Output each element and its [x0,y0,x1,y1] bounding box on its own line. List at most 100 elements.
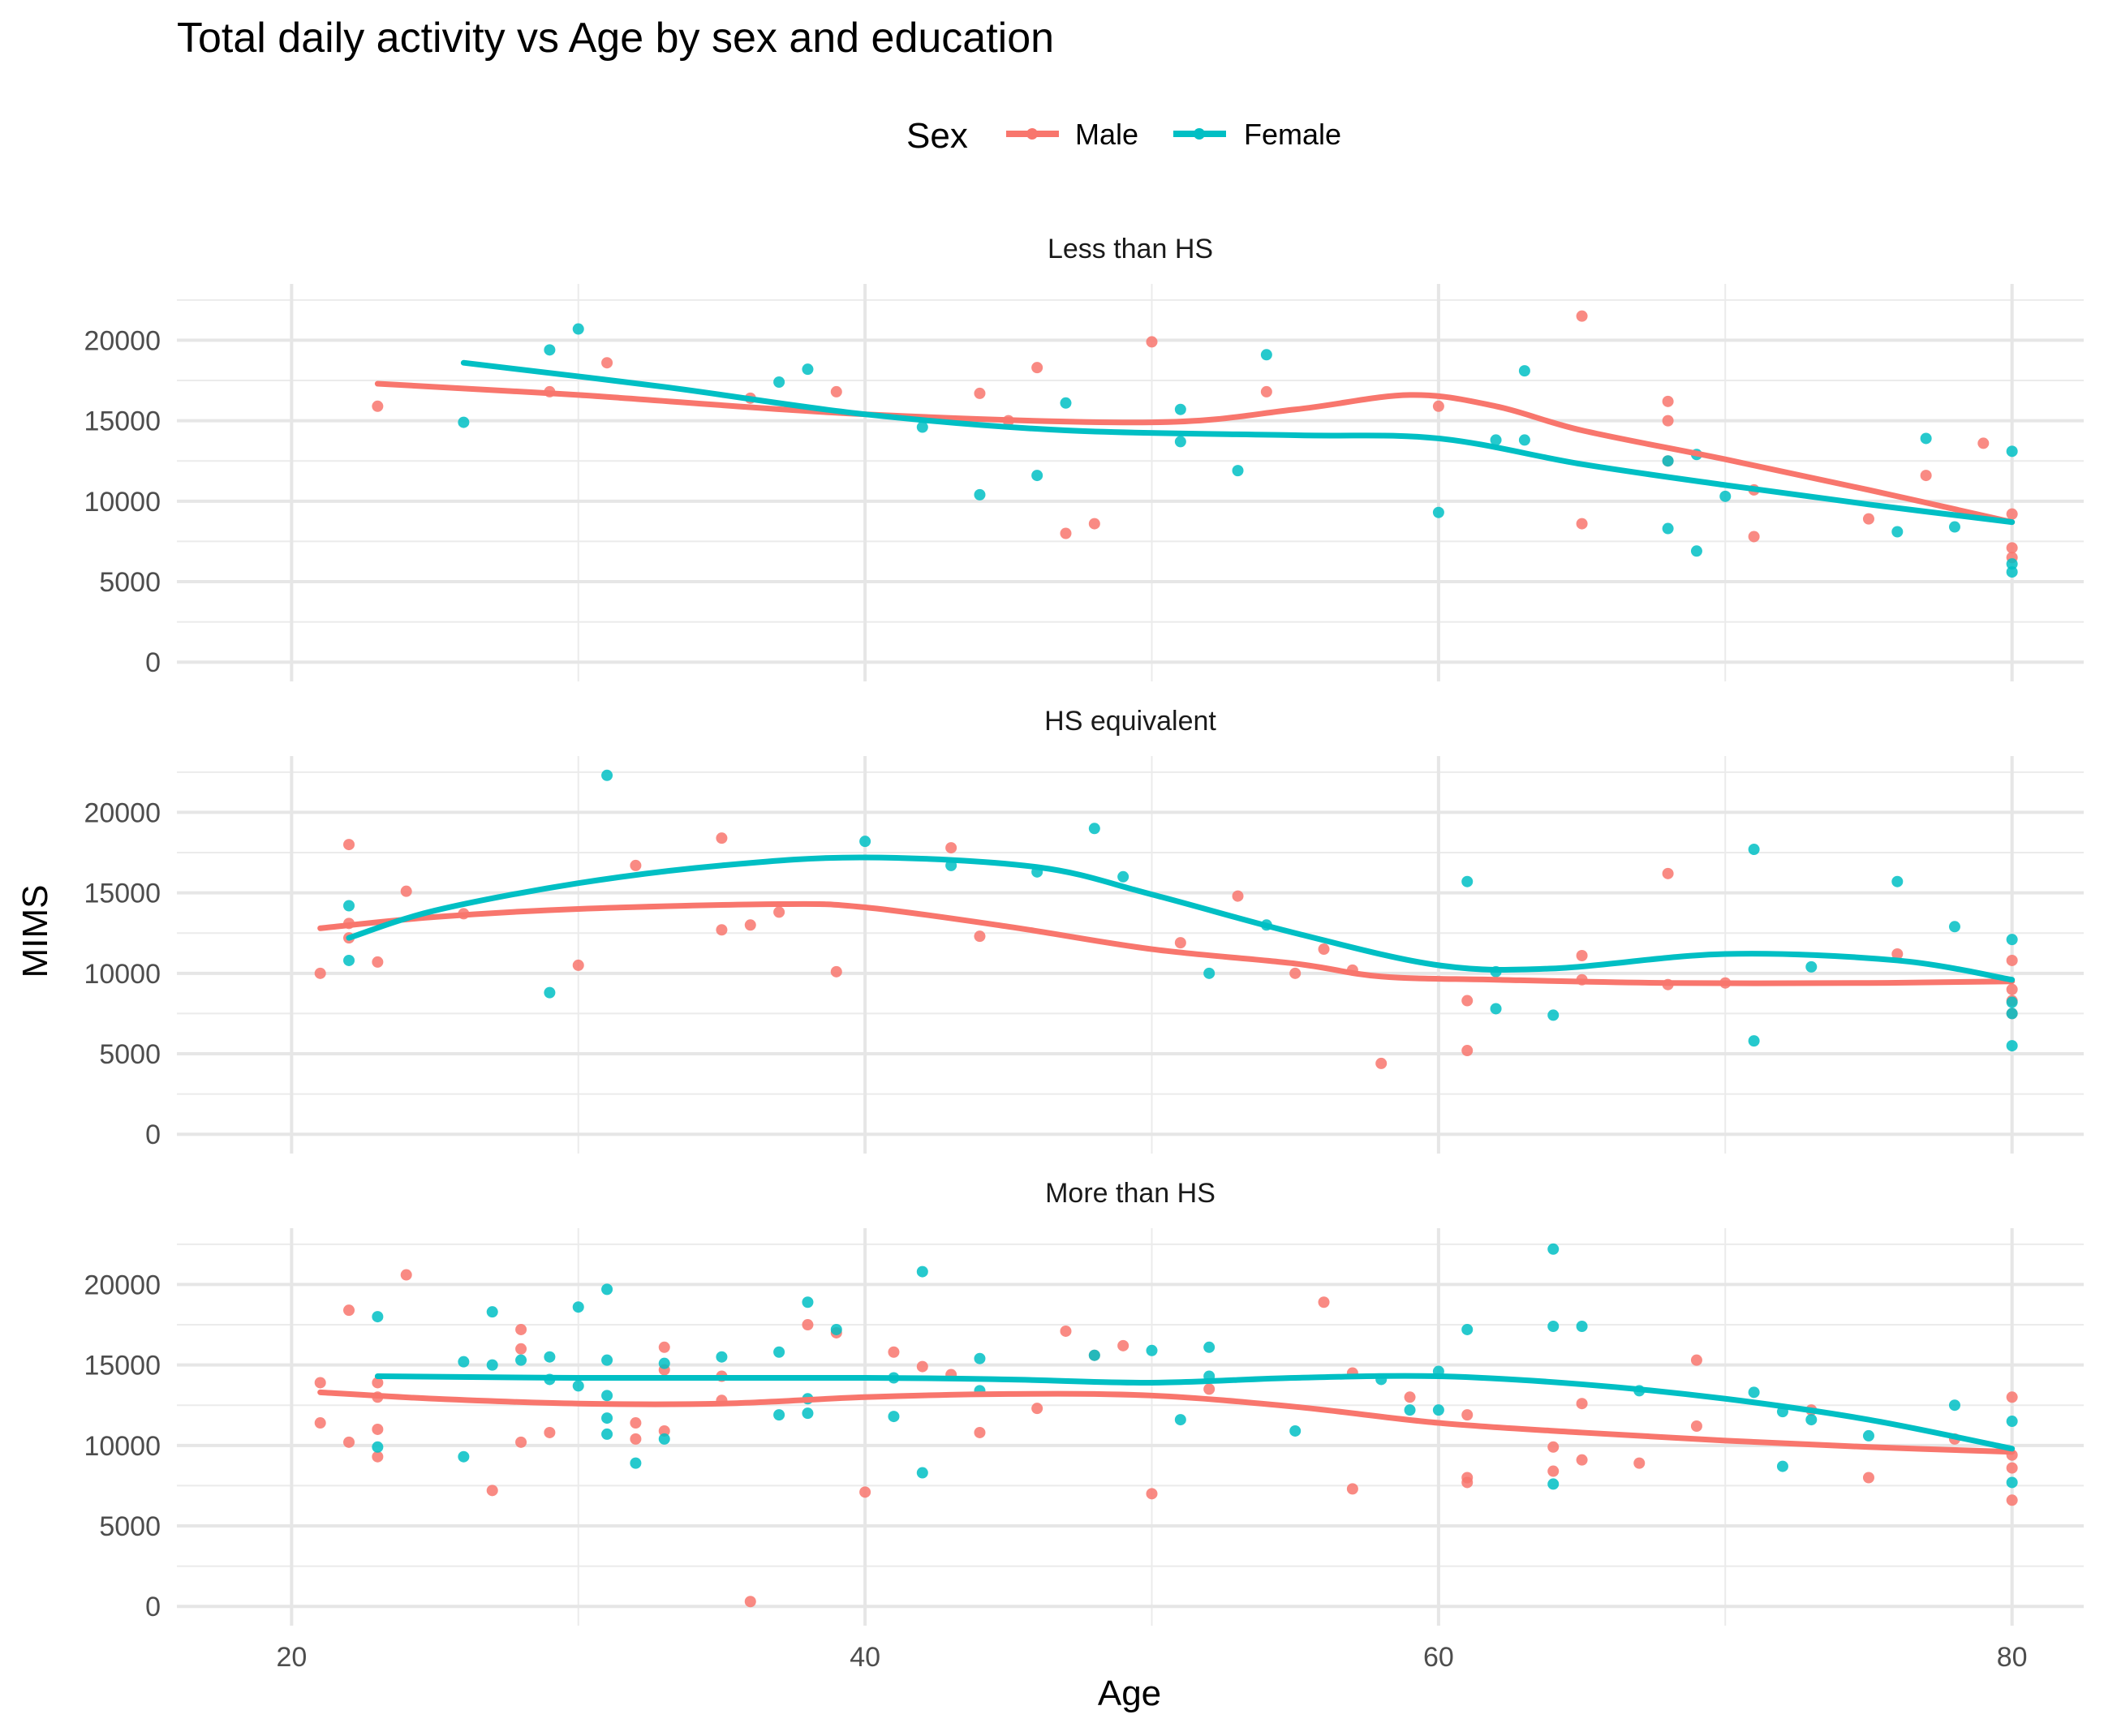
data-point [314,1417,326,1429]
data-point [1232,465,1244,477]
data-point [658,1357,670,1369]
data-point [716,1351,728,1363]
data-point [1891,948,1904,960]
legend-key-female [1173,128,1226,140]
data-point [1662,395,1674,407]
data-point [515,1436,527,1448]
data-point [1547,1478,1560,1490]
legend-point-female [1194,128,1205,140]
data-point [830,1323,842,1335]
data-point [372,400,384,412]
data-point [486,1485,498,1497]
y-tick-label: 15000 [84,879,161,909]
data-point [1547,1243,1560,1255]
data-point [1891,875,1904,887]
data-point [1060,527,1072,539]
data-point [544,986,556,999]
data-point [1404,1391,1416,1403]
facet-strip-label: More than HS [1045,1178,1216,1209]
data-point [486,1306,498,1318]
data-point [1633,1457,1646,1469]
data-point [1260,385,1272,397]
data-point [1547,1321,1560,1333]
data-point [601,1354,613,1366]
data-point [2006,1416,2018,1428]
data-point [343,839,355,851]
data-point [2006,1008,2018,1020]
data-point [1203,1383,1216,1395]
data-point [2006,1391,2018,1403]
data-point [458,1356,470,1368]
smooth-line-male [317,1389,2016,1455]
data-point [830,965,842,978]
data-point [1948,1399,1960,1412]
y-tick-label: 10000 [84,1431,161,1462]
y-tick-label: 15000 [84,406,161,437]
data-point [1518,434,1530,446]
data-point [1289,1424,1302,1437]
x-tick-label: 80 [1997,1642,2028,1673]
data-point [2006,558,2018,570]
data-point [1117,1339,1129,1351]
data-point [1174,1414,1186,1426]
data-point [1748,844,1760,856]
data-point [1031,1403,1043,1415]
data-point [1318,1296,1330,1308]
data-point [859,836,871,848]
data-point [1662,455,1674,467]
data-point [343,1436,355,1448]
data-point [916,1467,928,1479]
data-point [1461,1476,1474,1489]
data-point [1576,1454,1588,1466]
data-point [802,363,814,376]
data-point [945,842,957,854]
data-point [1174,937,1186,949]
data-point [1088,518,1100,530]
data-point [515,1354,527,1366]
data-point [601,1428,613,1440]
legend-key-male [1006,128,1059,140]
data-point [601,1390,613,1402]
y-tick-label: 5000 [99,567,161,598]
data-point [372,1377,384,1389]
facet-panel: 0 5000 10000 15000 20000 Less than HS [84,234,2084,681]
data-point [544,1351,556,1363]
data-point [916,1360,928,1373]
data-point [515,1343,527,1355]
data-point [830,385,842,397]
smooth-line-female [460,359,2016,526]
data-point [1432,506,1444,518]
data-point [1060,1325,1072,1337]
y-tick-label: 15000 [84,1351,161,1381]
data-point [1547,1009,1560,1021]
data-point [859,1486,871,1498]
series-male [314,832,2018,1069]
data-point [744,919,756,931]
data-point [1088,823,1100,835]
data-point [372,1441,384,1453]
data-point [1146,1344,1158,1356]
data-point [486,1359,498,1371]
data-point [544,1426,556,1438]
data-point [1576,1398,1588,1410]
data-point [601,1412,613,1424]
data-point [1031,470,1043,482]
x-axis-title: Age [1098,1674,1161,1713]
data-point [1920,470,1932,482]
data-point [1174,436,1186,448]
data-point [1576,949,1588,961]
data-point [1719,490,1732,502]
data-point [2006,566,2018,578]
data-point [1203,967,1216,979]
data-point [1260,349,1272,361]
data-point [2006,996,2018,1008]
data-point [1920,432,1932,445]
data-point [1690,1420,1702,1433]
data-point [1518,365,1530,377]
data-point [1662,415,1674,427]
data-point [1461,1409,1474,1421]
data-point [1576,310,1588,322]
data-point [658,1433,670,1445]
data-point [1318,943,1330,956]
